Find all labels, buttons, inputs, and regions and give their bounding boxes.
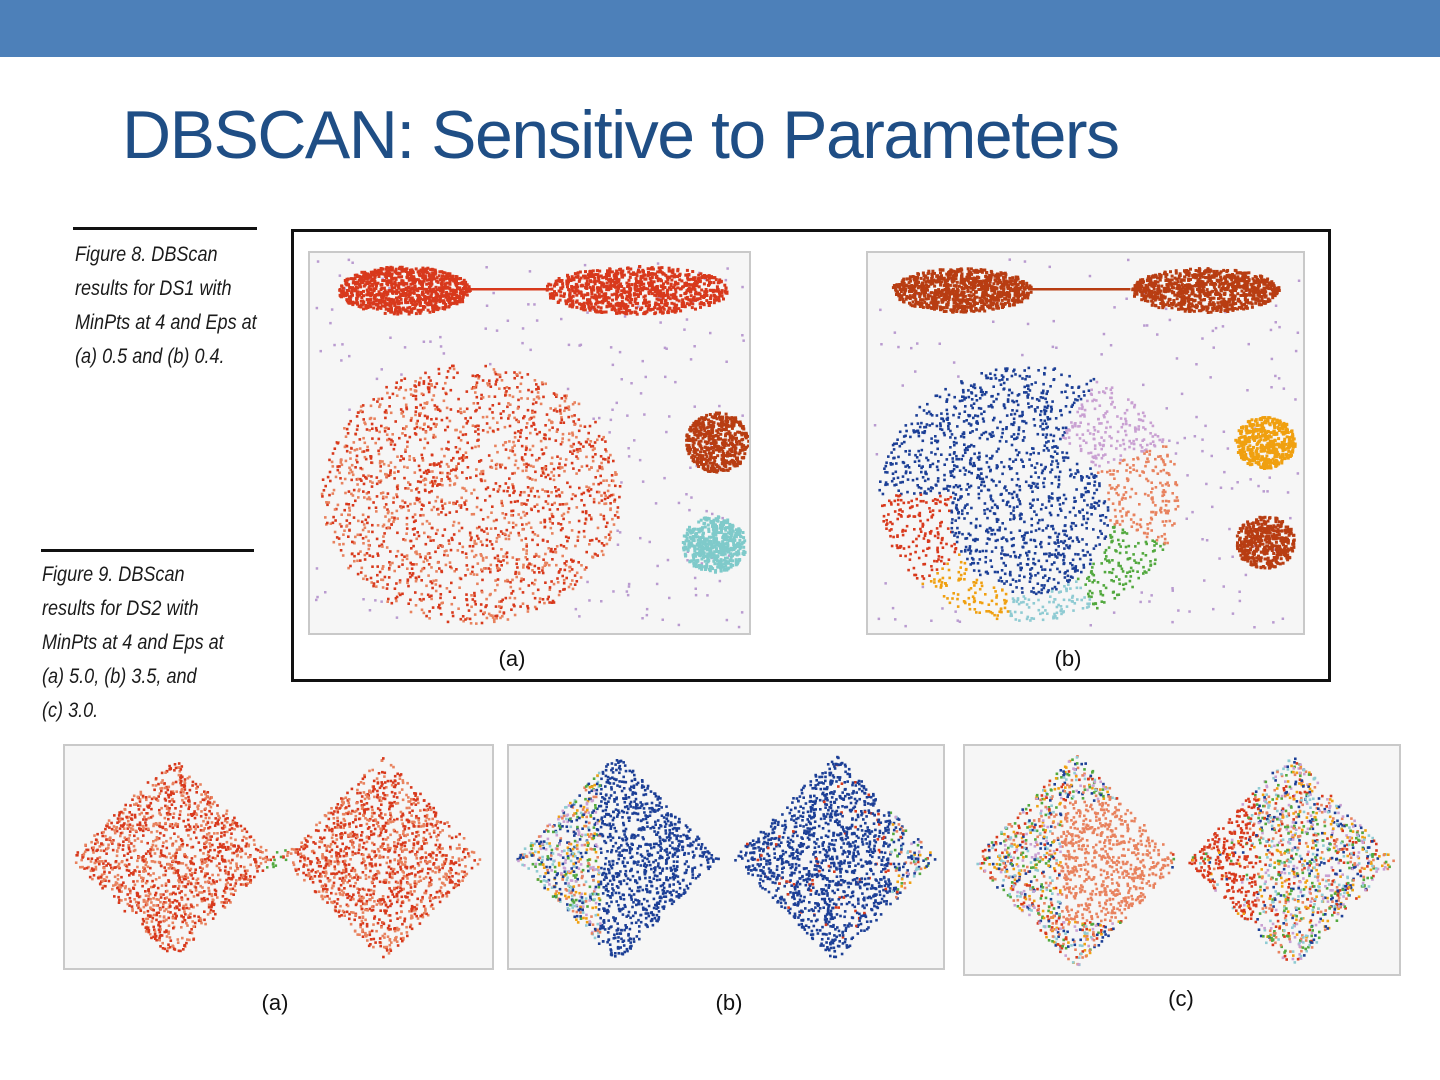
slide-title: DBSCAN: Sensitive to Parameters: [122, 97, 1120, 173]
diamond-clusters: [516, 755, 937, 959]
figure9-panel-a: [63, 744, 494, 970]
figure8-plot-a: [315, 258, 749, 629]
figure9-label-c: (c): [1168, 986, 1194, 1011]
figure9-plot-a: [74, 757, 482, 959]
figure8-label-a: (a): [498, 646, 526, 671]
cluster-small-circles: [681, 411, 749, 574]
figure9-panel-b: [507, 744, 945, 970]
bridge-points: [266, 849, 288, 869]
figure8-panel-b: [866, 251, 1305, 635]
noise-points: [315, 258, 745, 629]
figure8-label-b: (b): [1054, 646, 1082, 671]
diamond-clusters: [976, 755, 1395, 967]
figure8-caption: Figure 8. DBScan results for DS1 with Mi…: [75, 243, 257, 368]
figure8-plot-b: [873, 258, 1301, 629]
diamond-clusters: [74, 757, 482, 959]
cluster-big-circle-fragments: [878, 366, 1180, 622]
cluster-small-circles: [1234, 416, 1297, 570]
figure8-panel-a: [308, 251, 751, 635]
cluster-top: [338, 265, 729, 316]
figure8-frame: [291, 229, 1331, 682]
figure9-caption: Figure 9. DBScan results for DS2 with Mi…: [42, 563, 224, 722]
figure8-caption-rule: [73, 227, 257, 230]
cluster-top: [891, 267, 1281, 314]
top-band: [0, 0, 1440, 57]
figure9-plot-b: [516, 755, 937, 959]
figure9-label-a: (a): [261, 990, 289, 1015]
figure9-label-b: (b): [715, 990, 743, 1015]
figure9-panel-c: [963, 744, 1401, 976]
figure9-caption-rule: [41, 549, 254, 552]
figure9-plot-c: [976, 755, 1395, 967]
cluster-big-circle: [320, 364, 622, 625]
